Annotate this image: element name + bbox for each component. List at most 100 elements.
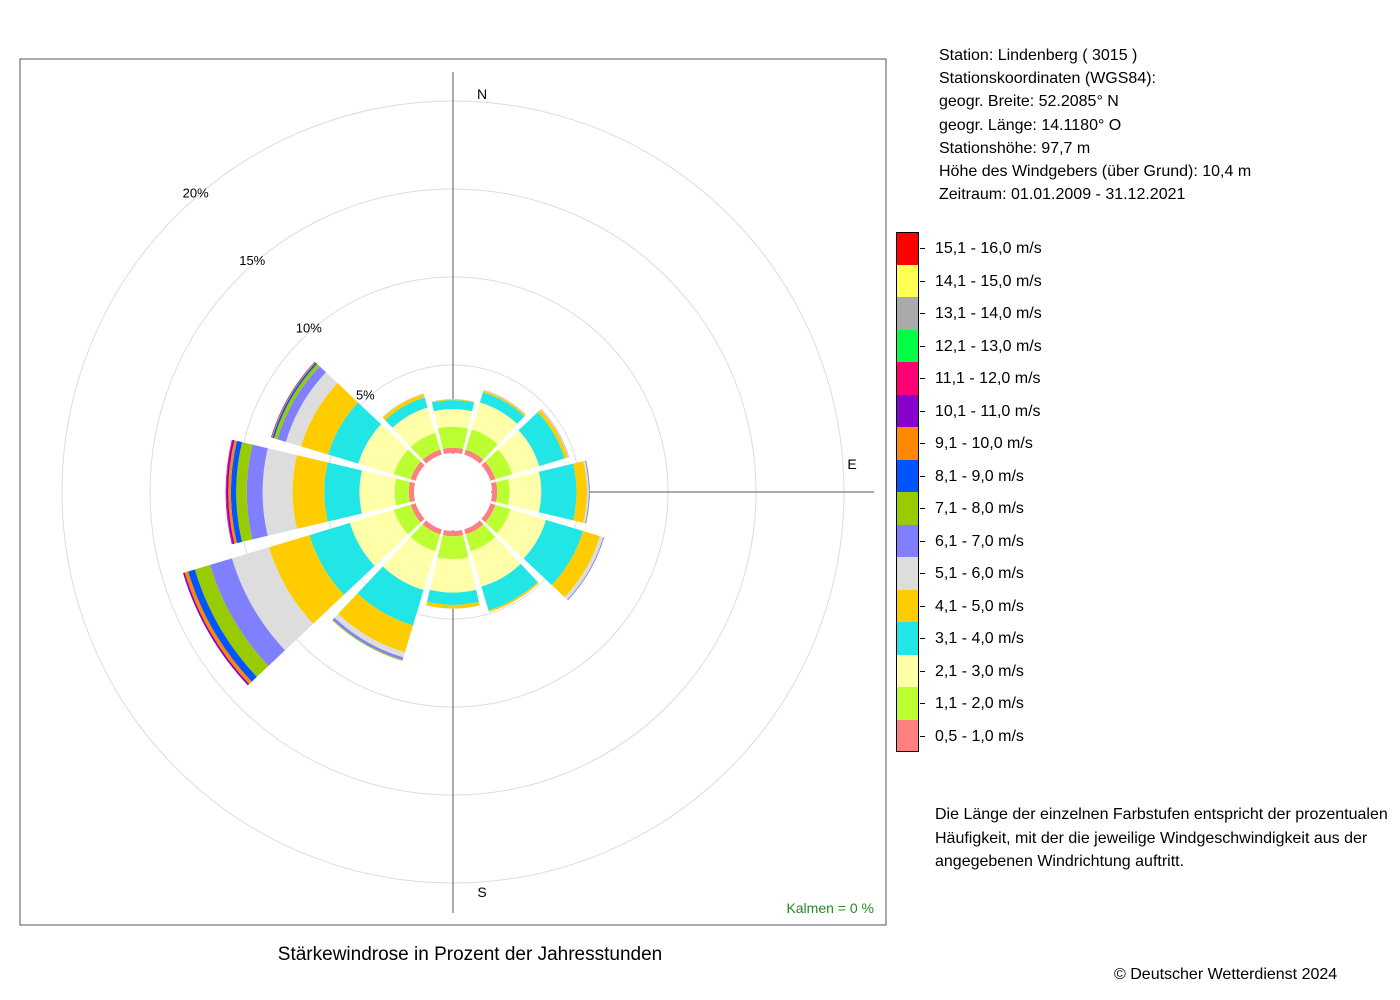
- legend-swatch: [896, 232, 919, 265]
- legend-tick: [920, 410, 925, 412]
- station-elevation: Stationshöhe: 97,7 m: [939, 139, 1091, 157]
- sector-180-speed-4: [426, 601, 480, 609]
- legend-label: 7,1 - 8,0 m/s: [935, 500, 1024, 517]
- compass-south-label: S: [477, 884, 486, 900]
- legend-tick: [920, 280, 925, 282]
- sensor-height: Höhe des Windgebers (über Grund): 10,4 m: [939, 163, 1252, 181]
- sector-210-speed-5: [334, 613, 405, 658]
- sector-300-speed-7: [274, 363, 320, 440]
- legend-label: 3,1 - 4,0 m/s: [935, 630, 1024, 647]
- sector-150-speed-1: [465, 524, 496, 552]
- sector-240-speed-2: [349, 509, 408, 566]
- sector-330-speed-4: [382, 393, 425, 421]
- station-info: Station: Lindenberg ( 3015 ) Stationskoo…: [939, 44, 1251, 206]
- sector-270-speed-9: [228, 440, 237, 544]
- sector-30-speed-4: [482, 390, 526, 417]
- sector-300-speed-5: [285, 372, 338, 447]
- legend-tick: [920, 703, 925, 704]
- legend-swatch: [896, 459, 919, 492]
- sector-60: [481, 408, 570, 481]
- legend-tick: [920, 508, 925, 509]
- sector-30-speed-2: [471, 402, 518, 445]
- sector-150-speed-4: [488, 581, 539, 612]
- sector-270-speed-5: [262, 448, 297, 536]
- sector-300: [271, 361, 425, 481]
- legend-tick: [920, 443, 925, 444]
- legend-swatch: [896, 362, 919, 395]
- sector-240-speed-4: [268, 535, 344, 624]
- sector-240-speed-7: [194, 564, 269, 677]
- sector-60-speed-2: [498, 430, 540, 475]
- station-latitude: geogr. Breite: 52.2085° N: [939, 93, 1119, 111]
- sector-210-speed-3: [357, 566, 424, 626]
- sector-210-speed-2: [382, 537, 436, 591]
- legend-label: 1,1 - 2,0 m/s: [935, 695, 1024, 712]
- sector-300-speed-0: [410, 461, 425, 481]
- legend-label: 8,1 - 9,0 m/s: [935, 467, 1024, 485]
- sector-270-speed-4: [292, 455, 328, 529]
- center-disc: [415, 454, 491, 530]
- note-line: angegebenen Windrichtung auftritt.: [935, 853, 1185, 870]
- sector-300-speed-1: [393, 449, 421, 480]
- legend-label: 14,1 - 15,0 m/s: [935, 272, 1042, 290]
- sector-270-speed-11: [225, 439, 233, 545]
- sector-bars: [183, 361, 605, 686]
- sector-30: [464, 389, 527, 464]
- sector-150-speed-0: [464, 520, 484, 535]
- sector-180: [426, 529, 480, 609]
- sector-90-speed-5: [583, 460, 589, 524]
- sector-270-speed-6: [246, 444, 268, 540]
- legend-tick: [920, 378, 925, 379]
- sector-90-speed-7: [586, 460, 590, 524]
- sector-270: [225, 439, 416, 545]
- sector-90-speed-1: [496, 478, 510, 506]
- sector-120-speed-3: [523, 519, 584, 586]
- sector-240-speed-0: [410, 503, 425, 523]
- legend-tick: [920, 735, 925, 737]
- sector-240-speed-6: [209, 558, 286, 667]
- legend-swatch: [896, 687, 919, 720]
- sector-300-speed-2: [358, 424, 408, 475]
- legend-label: 5,1 - 6,0 m/s: [935, 565, 1024, 582]
- legend-label: 6,1 - 7,0 m/s: [935, 532, 1024, 550]
- sector-60-speed-3: [518, 412, 565, 467]
- legend-swatch: [896, 557, 919, 590]
- sector-120-speed-4: [551, 531, 600, 598]
- sector-240-speed-8: [188, 569, 257, 682]
- sector-300-speed-4: [301, 383, 359, 455]
- sector-270-speed-10: [226, 439, 235, 545]
- sector-0-speed-2: [433, 409, 473, 429]
- legend-tick: [920, 248, 925, 249]
- legend-label: 0,5 - 1,0 m/s: [935, 727, 1024, 745]
- note-line: Häufigkeit, mit der die jeweilige Windge…: [935, 829, 1368, 847]
- legend-label: 4,1 - 5,0 m/s: [935, 597, 1024, 615]
- sector-0-speed-5: [431, 398, 475, 402]
- ring-labels: 5% 10% 15% 20%: [183, 185, 376, 402]
- sector-210: [332, 520, 442, 661]
- legend-label: 13,1 - 14,0 m/s: [935, 305, 1042, 322]
- sector-0-speed-0: [442, 447, 464, 455]
- legend-tick: [920, 638, 925, 639]
- ring-label-20: 20%: [183, 185, 209, 200]
- legend-tick: [920, 573, 925, 574]
- chart-title: Stärkewindrose in Prozent der Jahresstun…: [278, 944, 662, 965]
- station-longitude: geogr. Länge: 14.1180° O: [939, 116, 1122, 134]
- plot-frame: [19, 58, 887, 926]
- sector-330-speed-0: [422, 449, 442, 464]
- legend-swatch: [896, 264, 919, 297]
- calm-label: Kalmen = 0 %: [786, 900, 874, 916]
- copyright-notice: © Deutscher Wetterdienst 2024: [1114, 966, 1338, 983]
- note-line: Die Länge der einzelnen Farbstufen entsp…: [935, 806, 1388, 823]
- sector-60-speed-0: [481, 461, 496, 481]
- sector-210-speed-0: [422, 520, 442, 535]
- sector-180-speed-2: [429, 557, 477, 593]
- legend-swatch: [896, 297, 919, 330]
- explanation-note: Die Länge der einzelnen Farbstufen entsp…: [935, 803, 1395, 874]
- legend-label: 9,1 - 10,0 m/s: [935, 435, 1033, 452]
- sector-150-speed-3: [481, 563, 538, 611]
- sector-150-speed-2: [470, 537, 521, 587]
- legend-swatch: [896, 394, 919, 427]
- sector-30-speed-3: [479, 392, 525, 424]
- ring-label-10: 10%: [296, 320, 322, 335]
